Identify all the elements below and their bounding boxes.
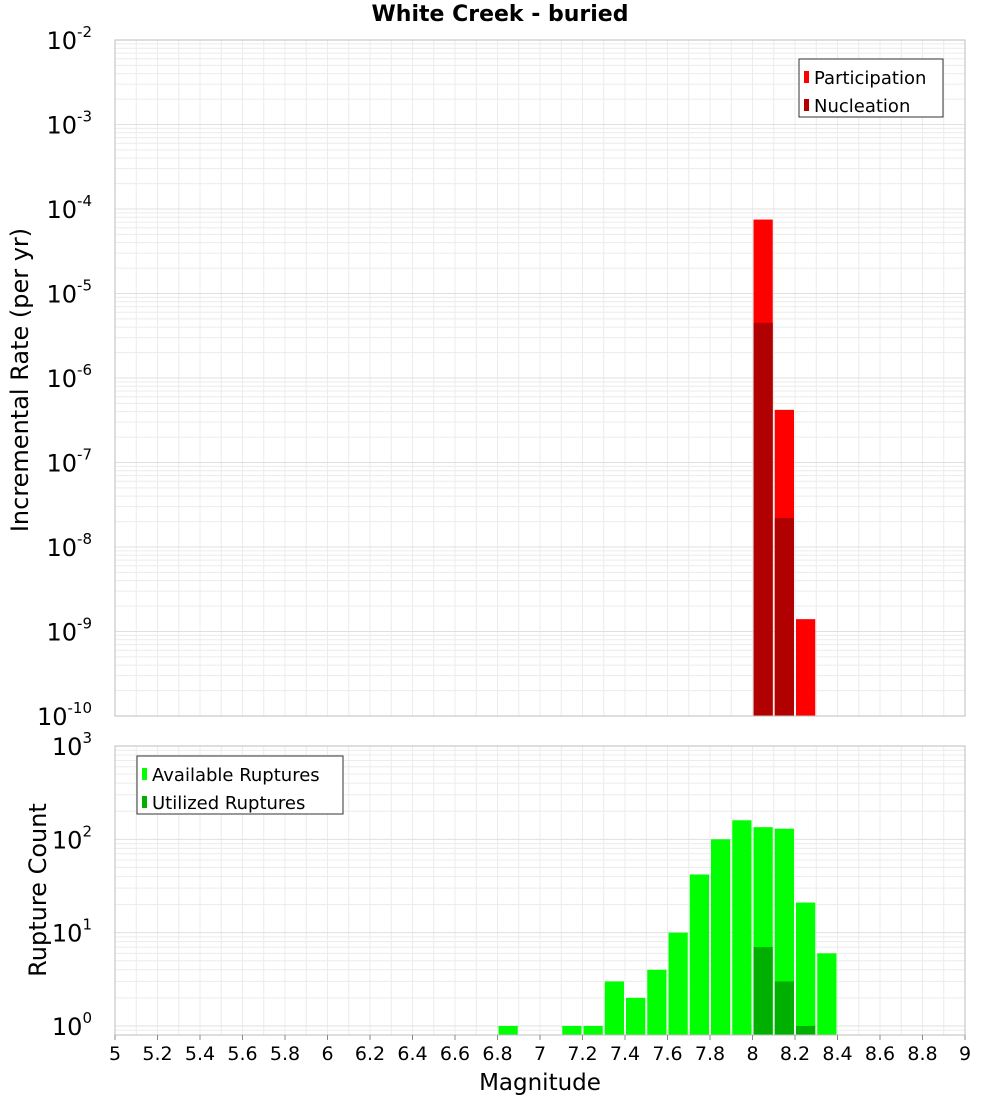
bar-available-ruptures (626, 997, 646, 1035)
y-tick-label: 103 (52, 729, 92, 761)
bar-available-ruptures (498, 1025, 518, 1035)
x-tick-label: 5 (109, 1043, 121, 1065)
y-tick-label: 10-9 (46, 615, 92, 647)
x-axis: 5 5.2 5.4 5.6 5.8 6 6.2 6.4 6.6 6.8 7 7.2 7.4 7.6 7.8 8… (109, 1035, 971, 1065)
bar-available-ruptures (689, 874, 709, 1035)
top-plot-panel: 10-2 10-3 10-4 10-5 10-6 10-7 10-8 10-9 10-10 Par… (37, 23, 966, 731)
x-tick-label: 6.6 (440, 1043, 470, 1065)
bar-available-ruptures (562, 1025, 582, 1035)
x-tick-label: 7.2 (567, 1043, 597, 1065)
bar-utilized-ruptures (774, 981, 794, 1035)
legend-box (798, 58, 944, 118)
x-tick-label: 7 (534, 1043, 546, 1065)
x-tick-label: 5.2 (142, 1043, 172, 1065)
x-tick-label: 5.4 (185, 1043, 215, 1065)
x-tick-label: 8 (746, 1043, 758, 1065)
bar-available-ruptures (732, 820, 752, 1035)
bar-available-ruptures (647, 969, 667, 1035)
x-tick-label: 8.2 (780, 1043, 810, 1065)
legend-swatch (804, 71, 809, 83)
bar-available-ruptures (711, 839, 731, 1035)
legend-label: Participation (814, 68, 926, 89)
legend: Participation Nucleation (798, 58, 944, 118)
y-tick-label: 10-6 (46, 361, 92, 393)
legend: Available Ruptures Utilized Ruptures (136, 755, 344, 815)
bar-nucleation (753, 322, 773, 716)
x-tick-label: 7.4 (610, 1043, 640, 1065)
bottom-y-axis-label: Rupture Count (24, 803, 52, 977)
y-tick-label: 10-3 (46, 108, 92, 140)
x-tick-label: 5.8 (270, 1043, 300, 1065)
bar-utilized-ruptures (753, 947, 773, 1035)
x-tick-label: 6.2 (355, 1043, 385, 1065)
bar-nucleation (774, 518, 794, 716)
y-tick-label: 101 (52, 916, 92, 948)
legend-label: Nucleation (814, 96, 910, 117)
y-tick-label: 10-5 (46, 277, 92, 309)
legend-label: Utilized Ruptures (152, 793, 305, 814)
legend-box (136, 755, 344, 815)
x-tick-label: 6.8 (482, 1043, 512, 1065)
x-tick-label: 5.6 (227, 1043, 257, 1065)
x-tick-label: 6 (321, 1043, 333, 1065)
x-tick-label: 9 (959, 1043, 971, 1065)
legend-swatch (804, 99, 809, 111)
y-tick-label: 100 (52, 1009, 92, 1041)
bar-available-ruptures (583, 1025, 603, 1035)
legend-label: Available Ruptures (152, 765, 320, 786)
x-tick-label: 8.8 (907, 1043, 937, 1065)
x-tick-label: 7.6 (652, 1043, 682, 1065)
y-tick-label: 10-4 (46, 192, 92, 224)
bar-utilized-ruptures (796, 1025, 816, 1035)
bar-available-ruptures (604, 981, 624, 1035)
bar-available-ruptures (817, 953, 837, 1035)
bar-available-ruptures (668, 932, 688, 1035)
y-tick-label: 10-7 (46, 446, 92, 478)
x-tick-label: 6.4 (397, 1043, 427, 1065)
legend-swatch (142, 768, 147, 780)
x-tick-label: 7.8 (695, 1043, 725, 1065)
x-tick-label: 8.6 (865, 1043, 895, 1065)
x-tick-label: 8.4 (822, 1043, 852, 1065)
chart-title: White Creek - buried (371, 2, 629, 27)
bar-available-ruptures (796, 902, 816, 1035)
y-tick-label: 10-2 (46, 23, 92, 55)
bar-participation (796, 619, 816, 716)
y-tick-label: 10-8 (46, 530, 92, 562)
top-y-axis-label: Incremental Rate (per yr) (6, 228, 34, 532)
y-tick-label: 10-10 (37, 699, 92, 731)
x-axis-label: Magnitude (479, 1070, 601, 1096)
y-tick-label: 102 (52, 822, 92, 854)
legend-swatch (142, 796, 147, 808)
bottom-plot-panel: 103 102 101 100 Available Ruptures Utilized R… (52, 729, 966, 1041)
plot-frame (114, 39, 966, 717)
